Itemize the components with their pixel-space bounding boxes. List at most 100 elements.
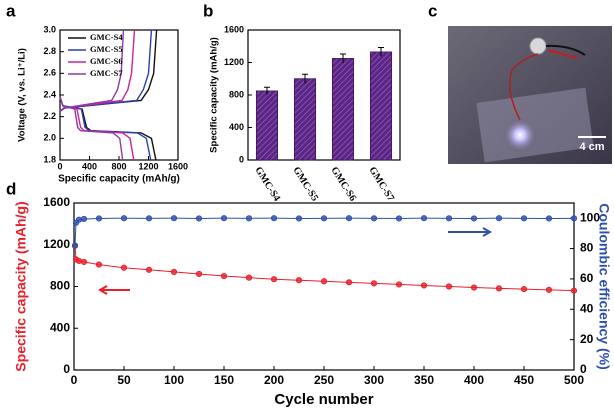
x-tick-label: 400 (82, 161, 97, 171)
x-tick-label: GMC-S7 (367, 165, 397, 203)
series-line (59, 29, 125, 161)
x-tick-label: 500 (564, 373, 584, 387)
data-point (295, 215, 303, 222)
data-point (170, 215, 178, 222)
data-point (570, 215, 578, 222)
y-tick-label: 0 (239, 154, 244, 164)
arrow (97, 285, 130, 295)
y-axis-label: Voltage (V, vs. Li⁺/Li) (17, 48, 28, 142)
data-point (495, 215, 503, 222)
y-tick-label: 1200 (224, 57, 244, 67)
data-point (220, 272, 228, 280)
data-point (520, 286, 528, 293)
data-point (470, 215, 478, 222)
bar (293, 78, 317, 161)
legend-label: GMC-S5 (90, 44, 123, 54)
data-point (495, 285, 503, 292)
y-tick-label: 400 (50, 320, 70, 334)
legend-label: GMC-S6 (90, 56, 123, 66)
x-tick-label: 0 (57, 161, 62, 171)
data-point (370, 280, 378, 287)
photo (448, 26, 612, 164)
error-bar (264, 86, 270, 95)
y-tick-label: 40 (580, 301, 594, 315)
data-point (245, 274, 253, 281)
y2-axis-label: Coulombic efficiency (%) (596, 203, 612, 369)
y-axis-label: Specific capacity (mAh/g) (209, 37, 220, 153)
y-tick-label: 2.2 (43, 111, 56, 121)
x-tick-label: 300 (364, 373, 384, 387)
data-point (420, 282, 428, 289)
y-tick-label: 1600 (224, 24, 244, 34)
data-point (445, 215, 453, 222)
x-tick-label: 1600 (168, 161, 188, 171)
data-point (195, 215, 203, 222)
data-point (80, 258, 88, 266)
x-tick-label: 800 (111, 161, 126, 171)
data-point (75, 257, 83, 265)
data-point (295, 277, 303, 284)
y-tick-label: 3.0 (43, 24, 56, 34)
x-tick-label: 200 (264, 373, 284, 387)
bar (369, 51, 393, 161)
y-tick-label: 1600 (43, 195, 70, 209)
data-point (320, 215, 328, 222)
y-tick-label: 60 (580, 271, 594, 285)
panel-label: d (6, 179, 16, 198)
legend-label: GMC-S4 (90, 32, 123, 42)
y-tick-label: 80 (580, 241, 594, 255)
x-tick-label: GMC-S6 (329, 165, 359, 203)
data-point (520, 215, 528, 222)
scale-bar-label: 4 cm (579, 141, 604, 153)
y-axis-label: Specific capacity (mAh/g) (13, 201, 29, 371)
panel-label: b (203, 1, 213, 20)
data-point (245, 215, 253, 222)
data-point (395, 215, 403, 222)
y-tick-label: 400 (229, 122, 244, 132)
y-tick-label: 2.0 (43, 133, 56, 143)
x-tick-label: 450 (514, 373, 534, 387)
data-point (545, 286, 553, 293)
y-tick-label: 2.6 (43, 68, 56, 78)
x-tick-label: 0 (71, 373, 78, 387)
panel-label: c (428, 1, 437, 20)
y-tick-label: 1200 (43, 237, 70, 251)
data-point (395, 281, 403, 288)
x-tick-label: 100 (164, 373, 184, 387)
error-bar (340, 53, 346, 63)
x-tick-label: GMC-S5 (291, 165, 321, 203)
data-point (345, 279, 353, 286)
y-tick-label: 1.8 (43, 154, 56, 164)
y-tick-label: 2.4 (43, 89, 56, 99)
data-point (195, 270, 203, 278)
x-tick-label: 150 (214, 373, 234, 387)
x-tick-label: 400 (464, 373, 484, 387)
data-point (95, 261, 103, 268)
y-tick-label: 0 (63, 362, 70, 376)
y-tick-label: 2.8 (43, 46, 56, 56)
y-tick-label: 100 (580, 210, 600, 224)
error-bar (302, 73, 308, 84)
data-point (545, 215, 553, 222)
arrow (448, 227, 493, 237)
bar (331, 58, 355, 161)
error-bar (378, 46, 384, 57)
data-point (420, 215, 428, 222)
panel-label: a (6, 1, 16, 20)
x-tick-label: GMC-S4 (253, 165, 283, 203)
bar (255, 90, 279, 161)
x-tick-label: 50 (117, 373, 131, 387)
data-point (75, 216, 83, 223)
y-tick-label: 0 (580, 362, 587, 376)
y-tick-label: 800 (50, 279, 70, 293)
x-tick-label: 250 (314, 373, 334, 387)
x-axis-label: Cycle number (274, 391, 373, 408)
y-tick-label: 20 (580, 332, 594, 346)
data-point (95, 215, 103, 222)
x-tick-label: 350 (414, 373, 434, 387)
data-point (71, 242, 79, 249)
data-point (80, 215, 88, 223)
y-tick-label: 800 (229, 89, 244, 99)
x-tick-label: 1200 (138, 161, 158, 171)
data-point (145, 215, 153, 222)
